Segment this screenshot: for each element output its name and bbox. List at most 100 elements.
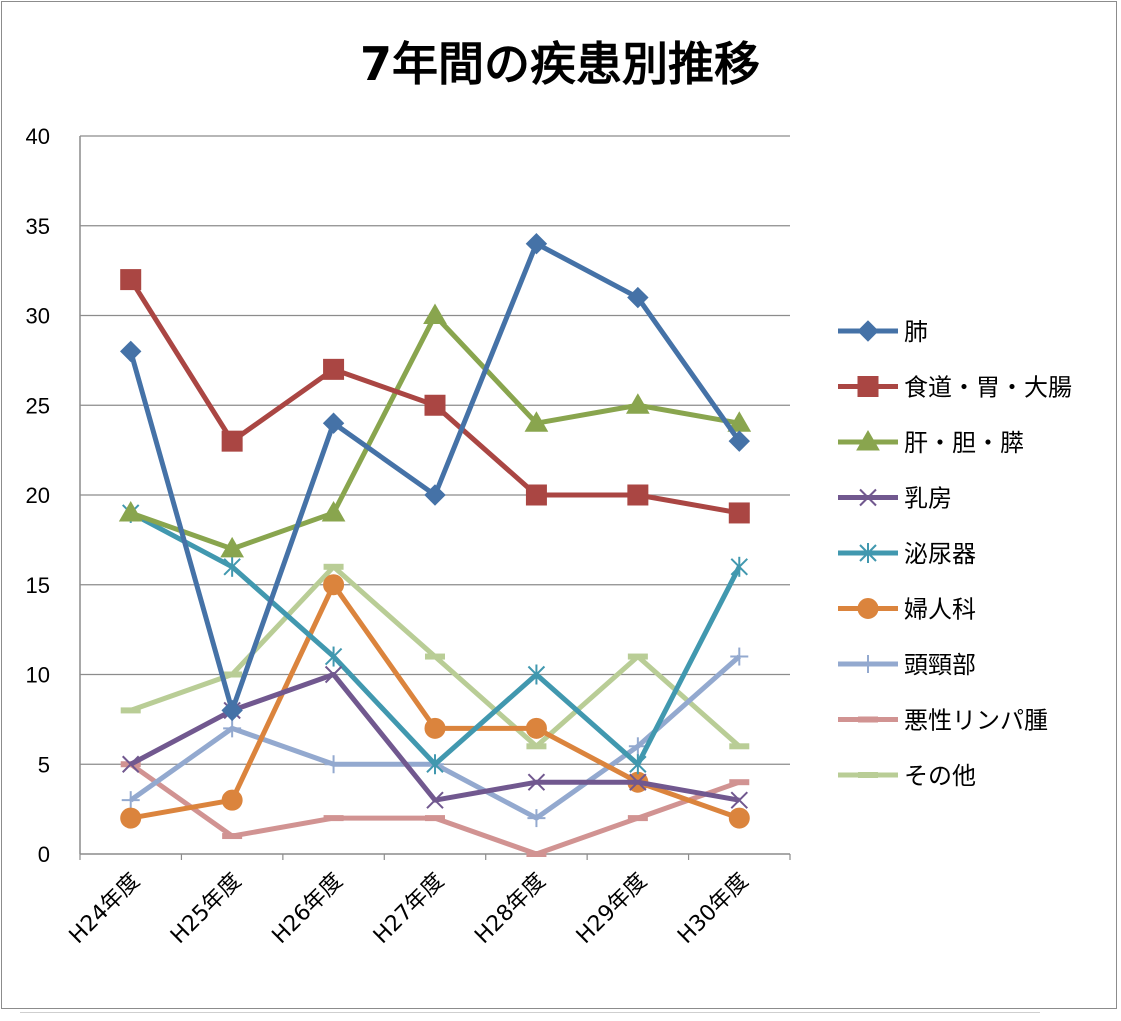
data-point xyxy=(120,807,142,829)
legend-item: 悪性リンパ腫 xyxy=(838,707,1048,735)
data-point xyxy=(324,755,343,774)
legend-marker xyxy=(858,716,878,723)
chart-title: 7年間の疾患別推移 xyxy=(360,37,760,91)
data-point xyxy=(729,779,750,786)
axes xyxy=(79,136,790,855)
data-point xyxy=(424,717,446,739)
data-point xyxy=(321,500,346,522)
legend-label: 婦人科 xyxy=(904,596,976,624)
data-point xyxy=(627,286,649,309)
series-3 xyxy=(118,303,752,558)
data-point xyxy=(527,664,546,685)
data-point xyxy=(730,556,748,577)
data-point xyxy=(425,653,445,660)
data-point xyxy=(222,671,243,678)
data-point xyxy=(223,556,241,577)
legend-marker xyxy=(856,430,880,451)
series-8 xyxy=(120,761,750,857)
legend-item: その他 xyxy=(838,762,976,790)
legend-item: 食道・胃・大腸 xyxy=(838,374,1072,402)
legend-label: その他 xyxy=(904,762,976,790)
legend-marker xyxy=(859,655,877,673)
x-tick-label: H30年度 xyxy=(673,869,753,949)
legend-marker xyxy=(857,598,879,619)
legend-label: 悪性リンパ腫 xyxy=(904,707,1048,735)
data-point xyxy=(524,411,549,432)
series-1 xyxy=(120,232,750,722)
data-point xyxy=(424,394,446,416)
data-point xyxy=(525,717,547,739)
data-point xyxy=(221,789,243,811)
x-tick-label: H29年度 xyxy=(572,869,652,949)
data-point xyxy=(221,699,243,722)
data-point xyxy=(629,754,647,775)
y-tick-label: 40 xyxy=(26,124,50,149)
legend-label: 乳房 xyxy=(904,485,952,513)
data-point xyxy=(527,773,546,791)
legend-label: 頭頸部 xyxy=(904,651,976,679)
y-tick-label: 25 xyxy=(26,393,50,418)
data-point xyxy=(729,743,750,750)
legend-item: 肺 xyxy=(838,318,928,346)
legend-item: 肝・胆・膵 xyxy=(838,429,1024,457)
data-point xyxy=(423,303,447,324)
data-point xyxy=(627,653,648,660)
data-point xyxy=(223,719,242,738)
series-2 xyxy=(120,269,750,524)
legend-label: 肺 xyxy=(904,318,928,346)
data-point xyxy=(730,647,749,666)
legend-label: 食道・胃・大腸 xyxy=(904,374,1072,402)
series-6 xyxy=(120,574,750,829)
data-point xyxy=(323,574,345,596)
legend-marker xyxy=(858,772,878,778)
data-point xyxy=(324,665,343,684)
data-point xyxy=(728,807,750,829)
data-point xyxy=(526,743,547,750)
data-point xyxy=(627,484,649,506)
data-point xyxy=(120,340,142,363)
x-tick-label: H26年度 xyxy=(268,869,348,949)
y-tick-label: 35 xyxy=(26,214,50,239)
data-point xyxy=(121,791,140,810)
y-tick-label: 5 xyxy=(38,752,50,777)
data-point xyxy=(730,791,748,809)
data-point xyxy=(222,833,243,840)
data-point xyxy=(426,791,444,809)
legend-label: 泌尿器 xyxy=(904,540,976,568)
data-point xyxy=(323,815,344,822)
data-point xyxy=(220,536,245,558)
y-tick-label: 0 xyxy=(38,842,50,867)
data-point xyxy=(322,412,345,434)
data-point xyxy=(625,393,650,414)
data-point xyxy=(424,484,446,506)
data-point xyxy=(324,646,343,667)
y-tick-label: 20 xyxy=(26,483,50,508)
legend-item: 婦人科 xyxy=(838,596,976,624)
data-point xyxy=(526,851,547,857)
legend-item: 泌尿器 xyxy=(838,540,976,568)
x-axis-ticks: H24年度 H25年度 H26年度 H27年度 H28年度 H29年度 H30年度 xyxy=(65,854,791,949)
data-point xyxy=(525,232,548,255)
legend-marker xyxy=(859,488,877,507)
y-tick-label: 10 xyxy=(26,663,50,688)
data-point xyxy=(728,502,750,524)
y-tick-label: 30 xyxy=(26,304,50,329)
data-point xyxy=(120,707,141,714)
x-tick-label: H28年度 xyxy=(470,869,550,949)
legend-marker xyxy=(857,320,879,342)
data-point xyxy=(525,484,547,506)
series-lines xyxy=(118,232,752,857)
data-point xyxy=(425,815,445,822)
data-point xyxy=(120,269,142,291)
series-line xyxy=(129,762,741,857)
data-point xyxy=(122,755,140,773)
x-tick-label: H25年度 xyxy=(166,869,246,949)
legend-label: 肝・胆・膵 xyxy=(904,429,1024,457)
x-tick-label: H24年度 xyxy=(65,869,145,949)
legend-marker xyxy=(859,543,877,563)
bottom-divider xyxy=(20,1012,1040,1021)
x-tick-label: H27年度 xyxy=(369,869,449,949)
